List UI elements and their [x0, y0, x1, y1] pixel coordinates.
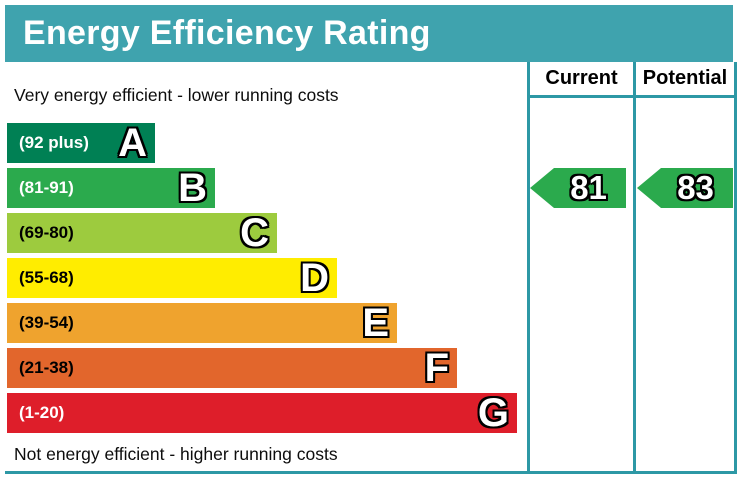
left-arrow-icon: [530, 168, 626, 208]
header-underline: [527, 95, 737, 98]
chart-bottom-border: [5, 471, 737, 474]
title-bar: Energy Efficiency Rating: [5, 5, 733, 62]
band-e: (39-54) E: [7, 303, 397, 343]
column-header-potential: Potential: [642, 67, 728, 89]
potential-rating-arrow: 83: [637, 168, 733, 208]
top-caption: Very energy efficient - lower running co…: [14, 85, 339, 105]
band-e-letter: E: [362, 301, 389, 345]
current-rating-value: 81: [570, 169, 607, 206]
band-c-letter: C: [240, 211, 269, 255]
band-a-letter: A: [118, 121, 147, 165]
page-title: Energy Efficiency Rating: [23, 14, 431, 52]
band-a-range-label: (92 plus): [19, 133, 89, 152]
bottom-caption: Not energy efficient - higher running co…: [14, 444, 338, 464]
band-f: (21-38) F: [7, 348, 457, 388]
band-d: (55-68) D: [7, 258, 337, 298]
band-g-letter: G: [477, 391, 509, 435]
left-arrow-icon: [637, 168, 733, 208]
band-e-range-label: (39-54): [19, 313, 74, 332]
band-d-letter: D: [300, 256, 329, 300]
table-divider-left: [527, 62, 530, 472]
table-divider-right: [734, 62, 737, 472]
band-b-letter: B: [178, 166, 207, 210]
band-g-range-label: (1-20): [19, 403, 65, 422]
band-f-letter: F: [424, 346, 449, 390]
band-g: (1-20) G: [7, 393, 517, 433]
band-c-range-label: (69-80): [19, 223, 74, 242]
band-f-range-label: (21-38): [19, 358, 74, 377]
band-c: (69-80) C: [7, 213, 277, 253]
table-divider-middle: [633, 62, 636, 472]
band-b: (81-91) B: [7, 168, 215, 208]
band-a: (92 plus) A: [7, 123, 155, 163]
potential-rating-value: 83: [677, 169, 714, 206]
band-d-range-label: (55-68): [19, 268, 74, 287]
current-rating-arrow: 81: [530, 168, 626, 208]
band-b-range-label: (81-91): [19, 178, 74, 197]
column-header-current: Current: [545, 67, 618, 89]
